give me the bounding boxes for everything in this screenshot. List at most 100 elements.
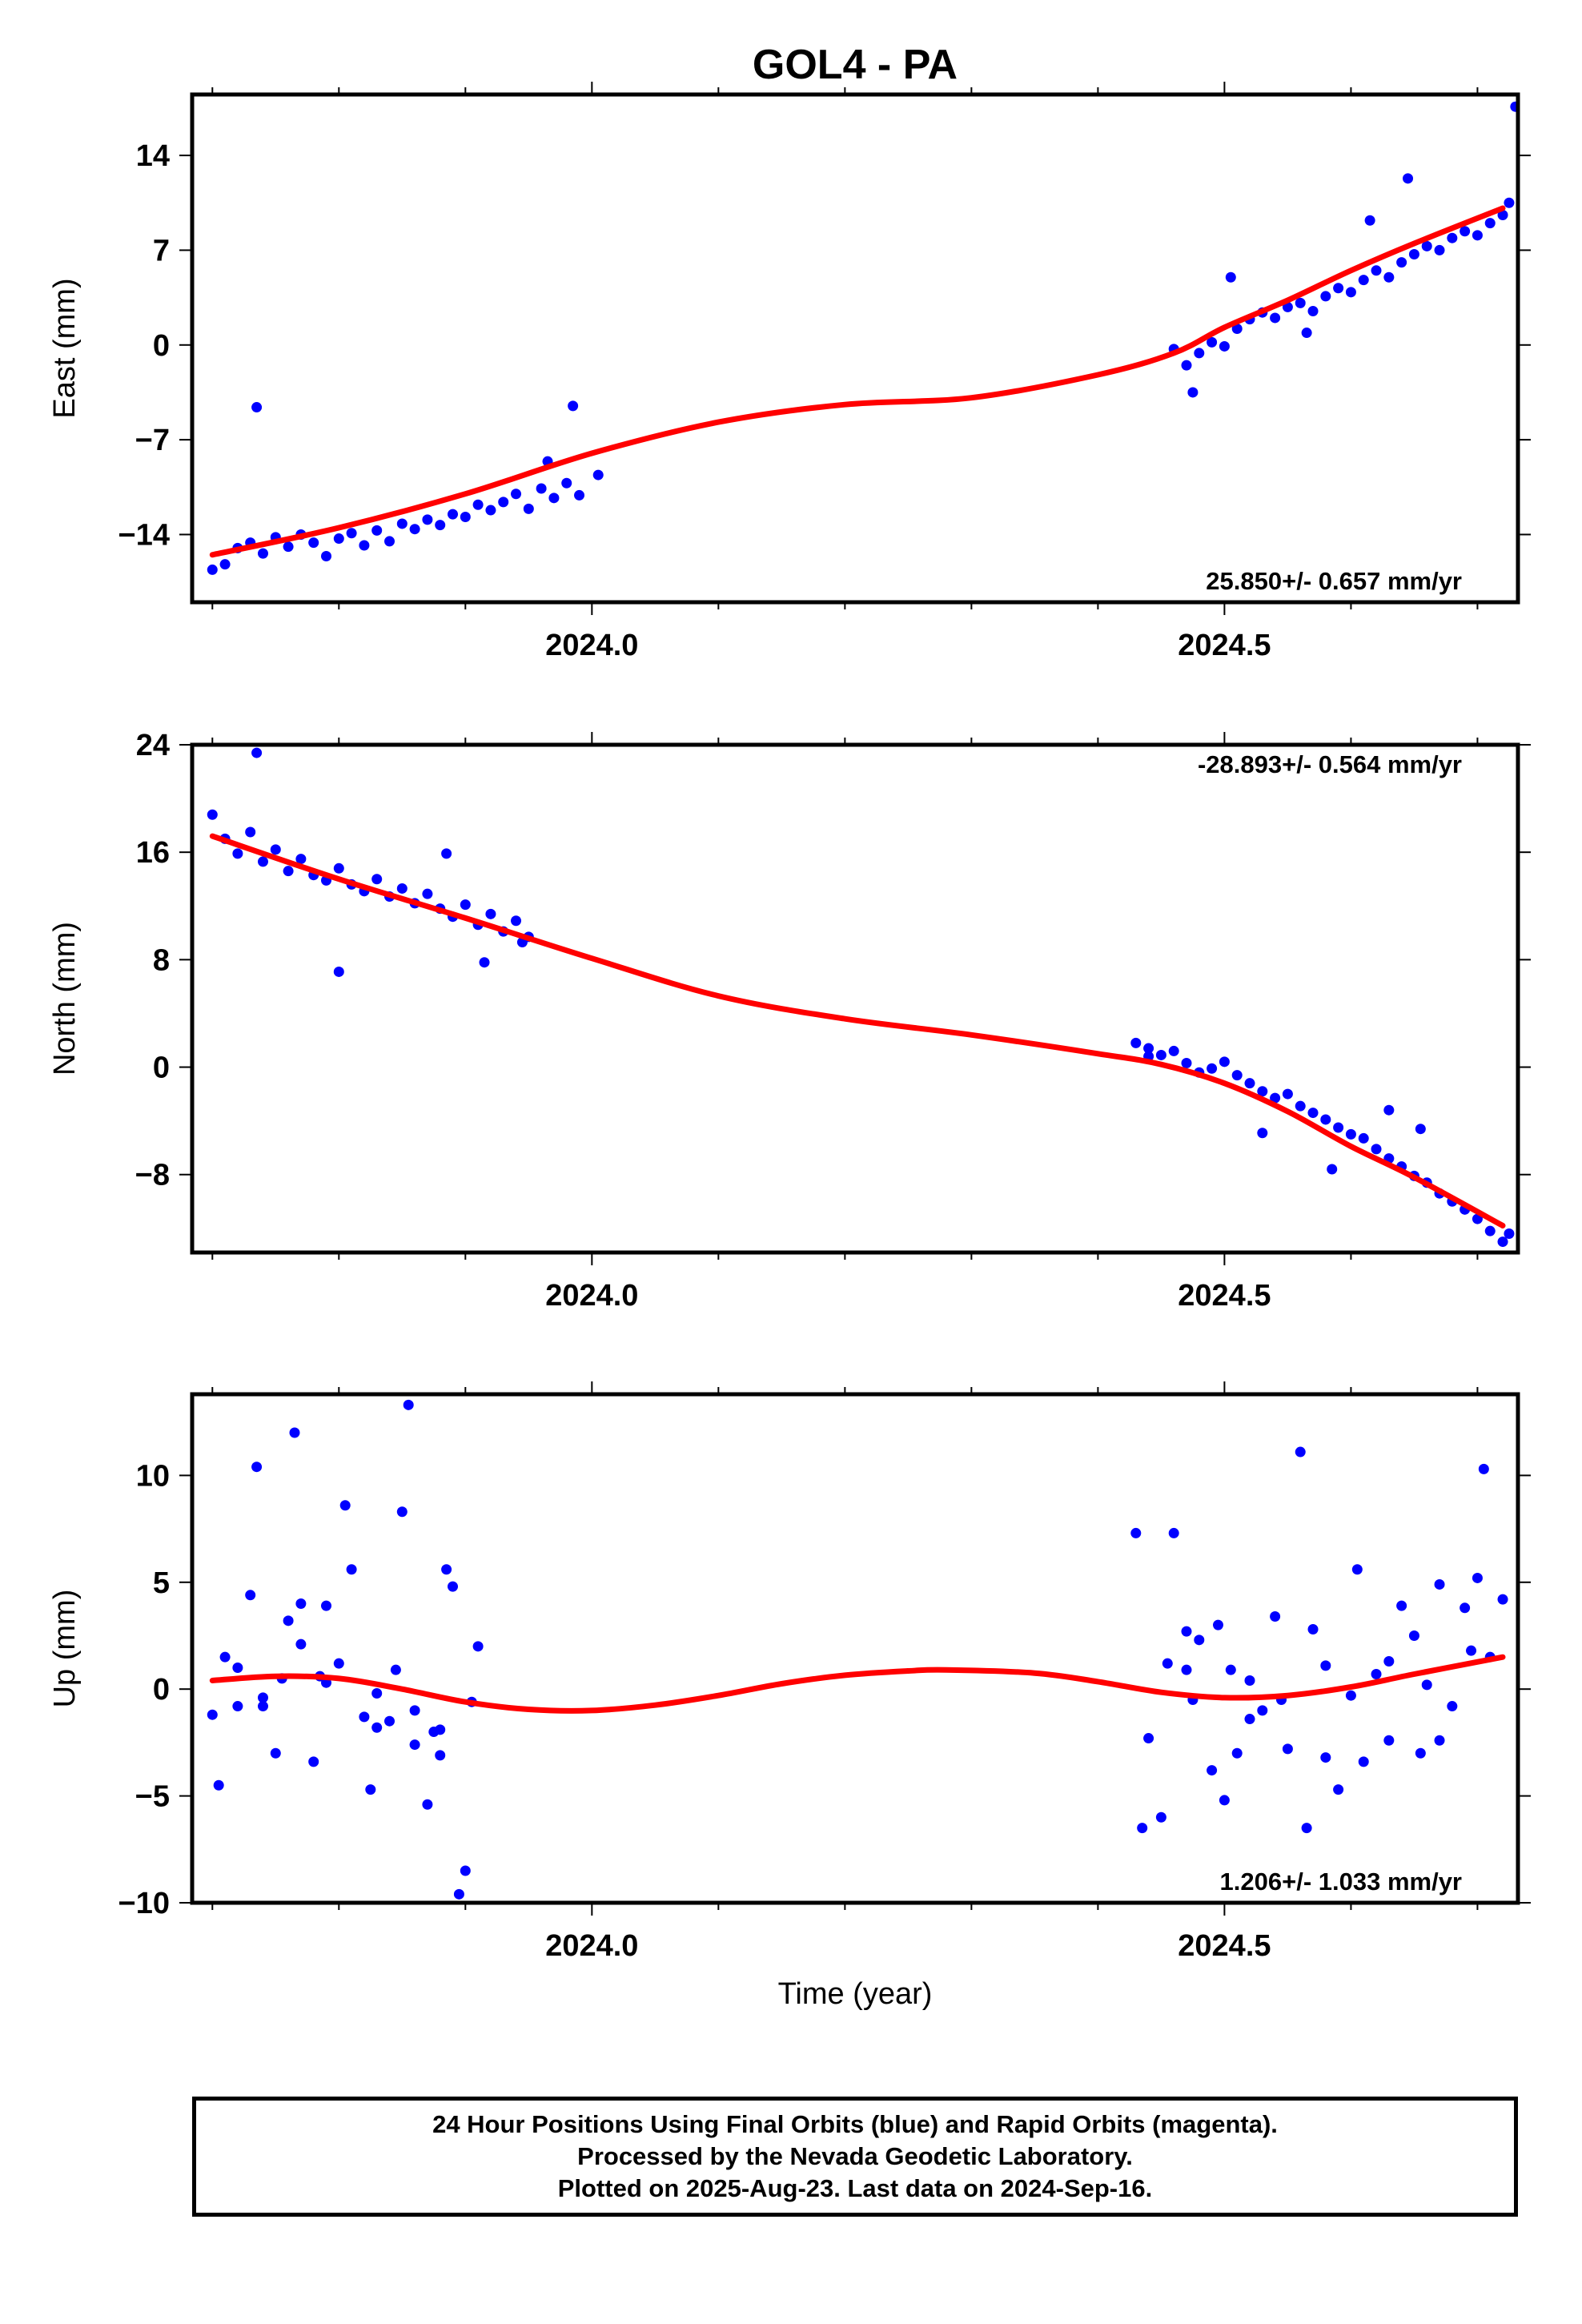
data-point	[1181, 1058, 1192, 1069]
data-point	[346, 528, 357, 539]
data-point	[207, 1709, 218, 1720]
y-tick-label: −5	[135, 1780, 170, 1814]
data-point	[1295, 1446, 1306, 1458]
data-point	[1257, 1705, 1268, 1716]
data-point	[1295, 297, 1306, 308]
data-point	[346, 1564, 357, 1575]
data-point	[257, 1692, 268, 1703]
data-point	[1231, 323, 1243, 334]
data-point	[1396, 257, 1407, 268]
data-point	[270, 844, 281, 855]
data-point	[1320, 291, 1331, 302]
trend-line	[209, 833, 1506, 1228]
data-point	[333, 533, 344, 545]
data-point	[1327, 1164, 1338, 1175]
data-point	[1447, 1701, 1458, 1712]
panel-2: 2024.0 2024.5 −8 0 8 16 24 North (mm) -28.893+/-…	[48, 729, 1531, 1313]
panels-group: 2024.0 2024.5 −14 −7 0 7 14 East (mm) 25.850+/- …	[48, 82, 1531, 1963]
data-point	[232, 1701, 243, 1712]
data-point	[283, 866, 294, 877]
data-point	[1358, 1756, 1369, 1767]
data-point	[422, 1799, 433, 1810]
data-point	[1460, 226, 1471, 237]
trend-line	[209, 205, 1506, 558]
rate-label: -28.893+/- 0.564 mm/yr	[1198, 750, 1462, 778]
data-point	[396, 518, 408, 529]
data-point	[1364, 215, 1375, 226]
data-point	[1231, 1747, 1243, 1759]
data-point	[1320, 1660, 1331, 1671]
data-point	[1383, 1656, 1395, 1667]
data-layer	[207, 1399, 1508, 1900]
data-point	[333, 966, 344, 977]
data-point	[1219, 1056, 1230, 1068]
data-point	[1408, 248, 1419, 259]
y-axis-label: East (mm)	[48, 278, 82, 418]
y-tick-label: 0	[153, 1673, 170, 1707]
data-point	[485, 505, 496, 516]
data-point	[1130, 1037, 1142, 1048]
data-point	[453, 1888, 464, 1900]
plot-frame	[190, 742, 1520, 1255]
data-point	[1320, 1752, 1331, 1763]
data-point	[295, 854, 307, 865]
data-point	[574, 489, 585, 501]
y-tick-label: −14	[118, 518, 170, 552]
data-point	[1345, 287, 1356, 298]
data-point	[1257, 1086, 1268, 1097]
data-point	[371, 1722, 383, 1733]
chart-title: GOL4 - PA	[753, 42, 958, 88]
data-point	[339, 1500, 351, 1511]
data-point	[409, 1705, 420, 1716]
data-point	[409, 1739, 420, 1751]
y-tick-label: 24	[136, 729, 170, 762]
trend-line	[209, 1654, 1506, 1714]
data-point	[257, 548, 268, 559]
data-point	[320, 551, 331, 562]
data-point	[403, 1399, 414, 1410]
data-point	[536, 483, 547, 494]
data-point	[1181, 1664, 1192, 1675]
data-point	[359, 540, 370, 551]
data-point	[498, 497, 509, 508]
data-point	[1155, 1049, 1166, 1060]
data-point	[448, 509, 459, 520]
data-point	[592, 469, 604, 480]
data-point	[295, 1638, 307, 1650]
data-point	[441, 848, 452, 859]
panel-1: 2024.0 2024.5 −14 −7 0 7 14 East (mm) 25.850+/- …	[48, 82, 1531, 662]
data-point	[1137, 1823, 1148, 1834]
data-point	[1225, 271, 1236, 283]
data-point	[371, 874, 383, 885]
y-tick-label: 7	[153, 234, 170, 267]
data-point	[219, 559, 231, 570]
data-point	[1497, 209, 1508, 220]
data-point	[1301, 328, 1312, 339]
data-point	[1244, 1714, 1255, 1725]
y-axis-label: Up (mm)	[48, 1590, 82, 1708]
data-point	[1213, 1619, 1224, 1630]
data-point	[1383, 1735, 1395, 1746]
data-point	[251, 402, 263, 413]
y-tick-label: 8	[153, 943, 170, 977]
data-point	[207, 809, 218, 820]
data-point	[384, 536, 396, 547]
data-point	[371, 525, 383, 536]
data-point	[1371, 1144, 1382, 1155]
x-tick-label: 2024.5	[1178, 1279, 1271, 1313]
data-point	[1194, 348, 1205, 359]
data-point	[270, 1747, 281, 1759]
data-point	[1415, 1747, 1426, 1759]
data-point	[384, 1715, 396, 1727]
data-point	[422, 888, 433, 899]
data-point	[568, 400, 579, 412]
data-point	[1345, 1128, 1356, 1140]
data-layer	[207, 747, 1515, 1248]
data-point	[472, 499, 484, 510]
data-point	[422, 514, 433, 525]
data-point	[1504, 1228, 1515, 1240]
data-point	[1270, 312, 1281, 324]
panel-3: 2024.0 2024.5 −10 −5 0 5 10 Up (mm) 1.206+/- 1.0…	[48, 1381, 1531, 1963]
data-point	[1257, 1128, 1268, 1139]
